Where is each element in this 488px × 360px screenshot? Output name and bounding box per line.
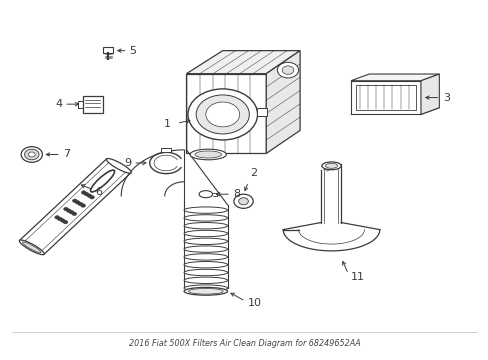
Polygon shape [350, 108, 438, 114]
Circle shape [75, 201, 80, 204]
Ellipse shape [188, 288, 223, 294]
Circle shape [58, 217, 62, 221]
Text: 6: 6 [95, 188, 102, 197]
Circle shape [277, 62, 298, 78]
Polygon shape [186, 51, 300, 74]
FancyBboxPatch shape [355, 85, 415, 110]
Polygon shape [186, 74, 265, 153]
Text: 2016 Fiat 500X Filters Air Clean Diagram for 68249652AA: 2016 Fiat 500X Filters Air Clean Diagram… [128, 338, 360, 347]
Circle shape [60, 219, 65, 222]
Circle shape [87, 194, 91, 197]
Circle shape [238, 198, 248, 205]
Ellipse shape [183, 261, 227, 268]
Text: 2: 2 [249, 167, 256, 177]
FancyBboxPatch shape [256, 108, 266, 116]
Ellipse shape [183, 254, 227, 260]
Circle shape [81, 191, 86, 194]
Polygon shape [265, 51, 300, 153]
Ellipse shape [183, 238, 227, 244]
Text: 11: 11 [350, 272, 364, 282]
Circle shape [66, 209, 71, 212]
Ellipse shape [183, 215, 227, 221]
FancyBboxPatch shape [161, 148, 171, 152]
Ellipse shape [183, 285, 227, 291]
Text: 1: 1 [163, 119, 171, 129]
Ellipse shape [183, 230, 227, 237]
Ellipse shape [106, 158, 131, 173]
Text: 7: 7 [62, 149, 70, 159]
Circle shape [69, 211, 74, 214]
Circle shape [81, 204, 85, 207]
Ellipse shape [183, 287, 227, 295]
Ellipse shape [321, 162, 341, 170]
Ellipse shape [20, 240, 44, 255]
Text: 9: 9 [124, 158, 131, 168]
Circle shape [89, 195, 94, 199]
FancyBboxPatch shape [103, 47, 113, 53]
Circle shape [84, 192, 89, 196]
Text: 3: 3 [442, 93, 449, 103]
Polygon shape [350, 81, 420, 114]
Circle shape [78, 202, 82, 206]
Ellipse shape [199, 191, 212, 198]
Circle shape [233, 194, 253, 208]
Ellipse shape [22, 242, 41, 253]
Ellipse shape [183, 269, 227, 276]
FancyBboxPatch shape [82, 96, 102, 113]
Polygon shape [350, 74, 438, 81]
Ellipse shape [183, 207, 227, 213]
Text: 10: 10 [247, 298, 261, 309]
Circle shape [63, 220, 68, 224]
Ellipse shape [190, 149, 226, 160]
Circle shape [21, 147, 42, 162]
Circle shape [282, 66, 293, 75]
Circle shape [55, 216, 60, 219]
Circle shape [196, 95, 249, 134]
Ellipse shape [183, 222, 227, 229]
Circle shape [72, 199, 77, 203]
Text: 4: 4 [55, 99, 62, 109]
Text: 8: 8 [232, 189, 240, 199]
Ellipse shape [195, 151, 221, 158]
Ellipse shape [183, 277, 227, 283]
Ellipse shape [325, 163, 337, 168]
Circle shape [187, 89, 257, 140]
Polygon shape [420, 74, 438, 114]
Circle shape [205, 102, 239, 127]
Circle shape [24, 149, 39, 160]
Circle shape [63, 207, 68, 211]
Circle shape [28, 152, 35, 157]
Circle shape [72, 212, 77, 216]
Text: 5: 5 [129, 46, 136, 56]
Ellipse shape [183, 246, 227, 252]
